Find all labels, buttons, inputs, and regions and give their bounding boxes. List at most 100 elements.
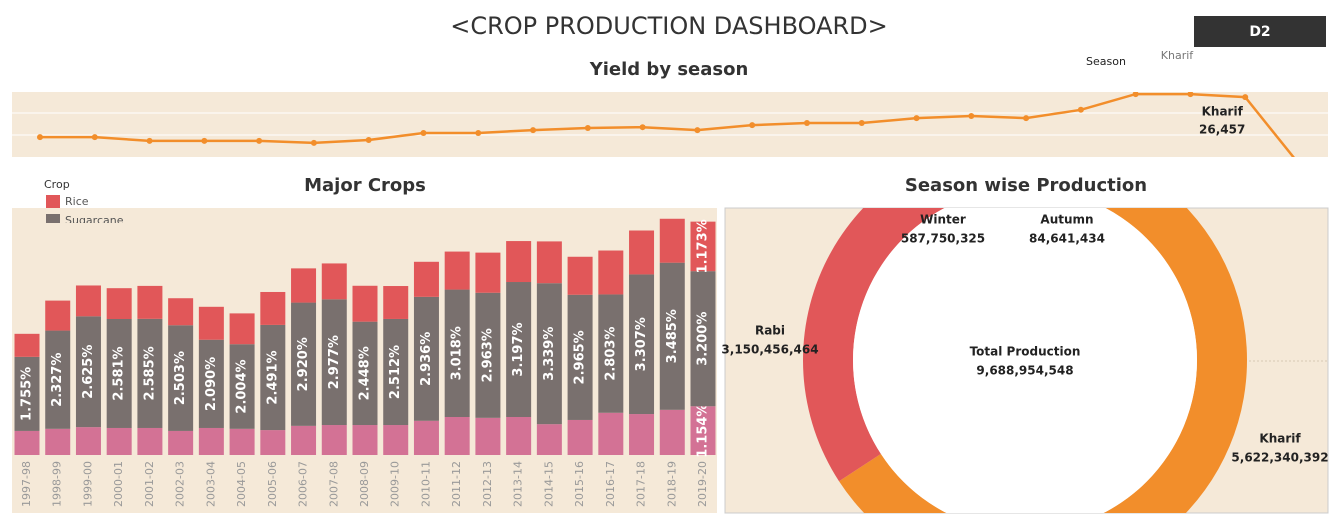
bar-value-label: 3.485% xyxy=(665,309,680,363)
bar-segment xyxy=(475,252,501,293)
x-tick-label: 2012-13 xyxy=(481,461,494,507)
donut-slice[interactable] xyxy=(803,139,1007,482)
bar-segment xyxy=(444,251,470,290)
bar-value-label: 1.154% xyxy=(696,404,711,458)
line-plot-area xyxy=(12,92,1328,157)
bar-segment xyxy=(321,299,347,426)
bar-value-label: 2.965% xyxy=(573,330,588,384)
d2-button-label[interactable]: D2 xyxy=(1249,24,1270,40)
line-point xyxy=(1187,92,1194,98)
line-point xyxy=(968,113,975,120)
bar-value-label: 2.977% xyxy=(327,335,342,389)
bar-segment xyxy=(229,313,255,345)
bar-segment xyxy=(260,324,286,431)
donut-slice[interactable] xyxy=(1097,159,1129,209)
bar-segment xyxy=(137,285,163,319)
slice-name: Winter xyxy=(920,213,966,227)
bar-segment xyxy=(198,306,224,340)
legend-swatch[interactable] xyxy=(46,214,60,227)
bar-segment xyxy=(14,430,40,455)
bar-segment xyxy=(567,419,593,455)
d2-button[interactable] xyxy=(1194,16,1326,47)
x-tick-label: 1998-99 xyxy=(51,461,64,507)
dashboard-title: <CROP PRODUCTION DASHBOARD> xyxy=(450,12,888,40)
line xyxy=(40,92,1295,157)
x-tick-label: 2010-11 xyxy=(419,461,432,507)
bar-segment xyxy=(383,318,409,426)
x-tick-label: 2001-02 xyxy=(143,461,156,507)
bar-value-label: 2.491% xyxy=(265,350,280,404)
bar-segment xyxy=(598,412,624,455)
bar-segment xyxy=(690,406,716,455)
donut-hole xyxy=(853,208,1197,513)
bar-segment xyxy=(106,427,132,455)
bar-segment xyxy=(629,230,655,275)
bar-segment xyxy=(475,417,501,455)
annotation-value: 26,457 xyxy=(1199,123,1245,137)
bar-segment xyxy=(321,425,347,455)
bar-segment xyxy=(475,292,501,418)
legend-label[interactable]: Sugarcane xyxy=(65,214,124,227)
bar-segment xyxy=(45,330,71,429)
bar-value-label: 2.920% xyxy=(296,337,311,391)
bar-segment xyxy=(629,274,655,415)
bar-segment xyxy=(75,427,101,455)
line-point xyxy=(1023,115,1030,122)
line-labels: Kharif 26,457 xyxy=(1199,105,1245,137)
bar-segment xyxy=(260,291,286,325)
line-point xyxy=(1132,92,1139,98)
bar-segment xyxy=(106,288,132,320)
bar-value-label: 1.755% xyxy=(20,367,35,421)
x-tick-label: 2000-01 xyxy=(112,461,125,507)
bar-segment xyxy=(536,424,562,455)
bar-segment xyxy=(352,285,378,322)
bar-chart-title: Major Crops xyxy=(304,175,426,196)
bar-value-label: 2.503% xyxy=(173,351,188,405)
line-point xyxy=(365,137,372,144)
x-tick-label: 2011-12 xyxy=(450,461,463,507)
line-point xyxy=(639,124,646,131)
legend-swatch[interactable] xyxy=(46,195,60,208)
donut-slice[interactable] xyxy=(839,164,1247,526)
bar-segment xyxy=(137,318,163,428)
x-tick-label: 1999-00 xyxy=(81,461,94,507)
line-point xyxy=(858,120,865,127)
x-tick-label: 2019-20 xyxy=(696,461,709,507)
x-tick-label: 2006-07 xyxy=(297,461,310,507)
x-tick-label: 2018-19 xyxy=(665,461,678,507)
line-point xyxy=(91,134,98,141)
x-tick-label: 2005-06 xyxy=(266,461,279,507)
bar-segment xyxy=(536,283,562,425)
line-point xyxy=(1242,94,1249,101)
bar-segment xyxy=(567,256,593,295)
bar-segment xyxy=(45,300,71,331)
bar-segment xyxy=(506,417,532,455)
x-tick-label: 2016-17 xyxy=(604,461,617,507)
bar-segment xyxy=(352,321,378,426)
line-point xyxy=(530,127,537,134)
line-point xyxy=(1297,162,1303,168)
bar-segment xyxy=(321,263,347,300)
annotation-series: Kharif xyxy=(1202,105,1244,119)
bar-segment xyxy=(690,271,716,407)
x-tick-label: 2013-14 xyxy=(512,461,525,507)
slice-name: Autumn xyxy=(1040,213,1093,227)
bar-segment xyxy=(137,427,163,455)
bar-segment xyxy=(444,417,470,455)
filter-value[interactable]: Kharif xyxy=(1161,49,1195,62)
legend-title: Crop xyxy=(44,178,70,191)
bar-segment xyxy=(506,282,532,417)
bar-segment xyxy=(659,262,685,410)
bar-segment xyxy=(229,344,255,429)
bar-segment xyxy=(444,289,470,417)
bar-segment xyxy=(659,218,685,263)
bar-segment xyxy=(413,261,439,297)
bar-value-label: 2.581% xyxy=(112,346,127,400)
bar-segment xyxy=(14,333,40,357)
legend-label[interactable]: Rice xyxy=(65,195,89,208)
x-tick-label: 2009-10 xyxy=(389,461,402,507)
bar-value-label: 1.173% xyxy=(696,219,711,273)
bar-segment xyxy=(598,294,624,413)
bar-segment xyxy=(106,319,132,428)
x-tick-label: 2014-15 xyxy=(542,461,555,507)
